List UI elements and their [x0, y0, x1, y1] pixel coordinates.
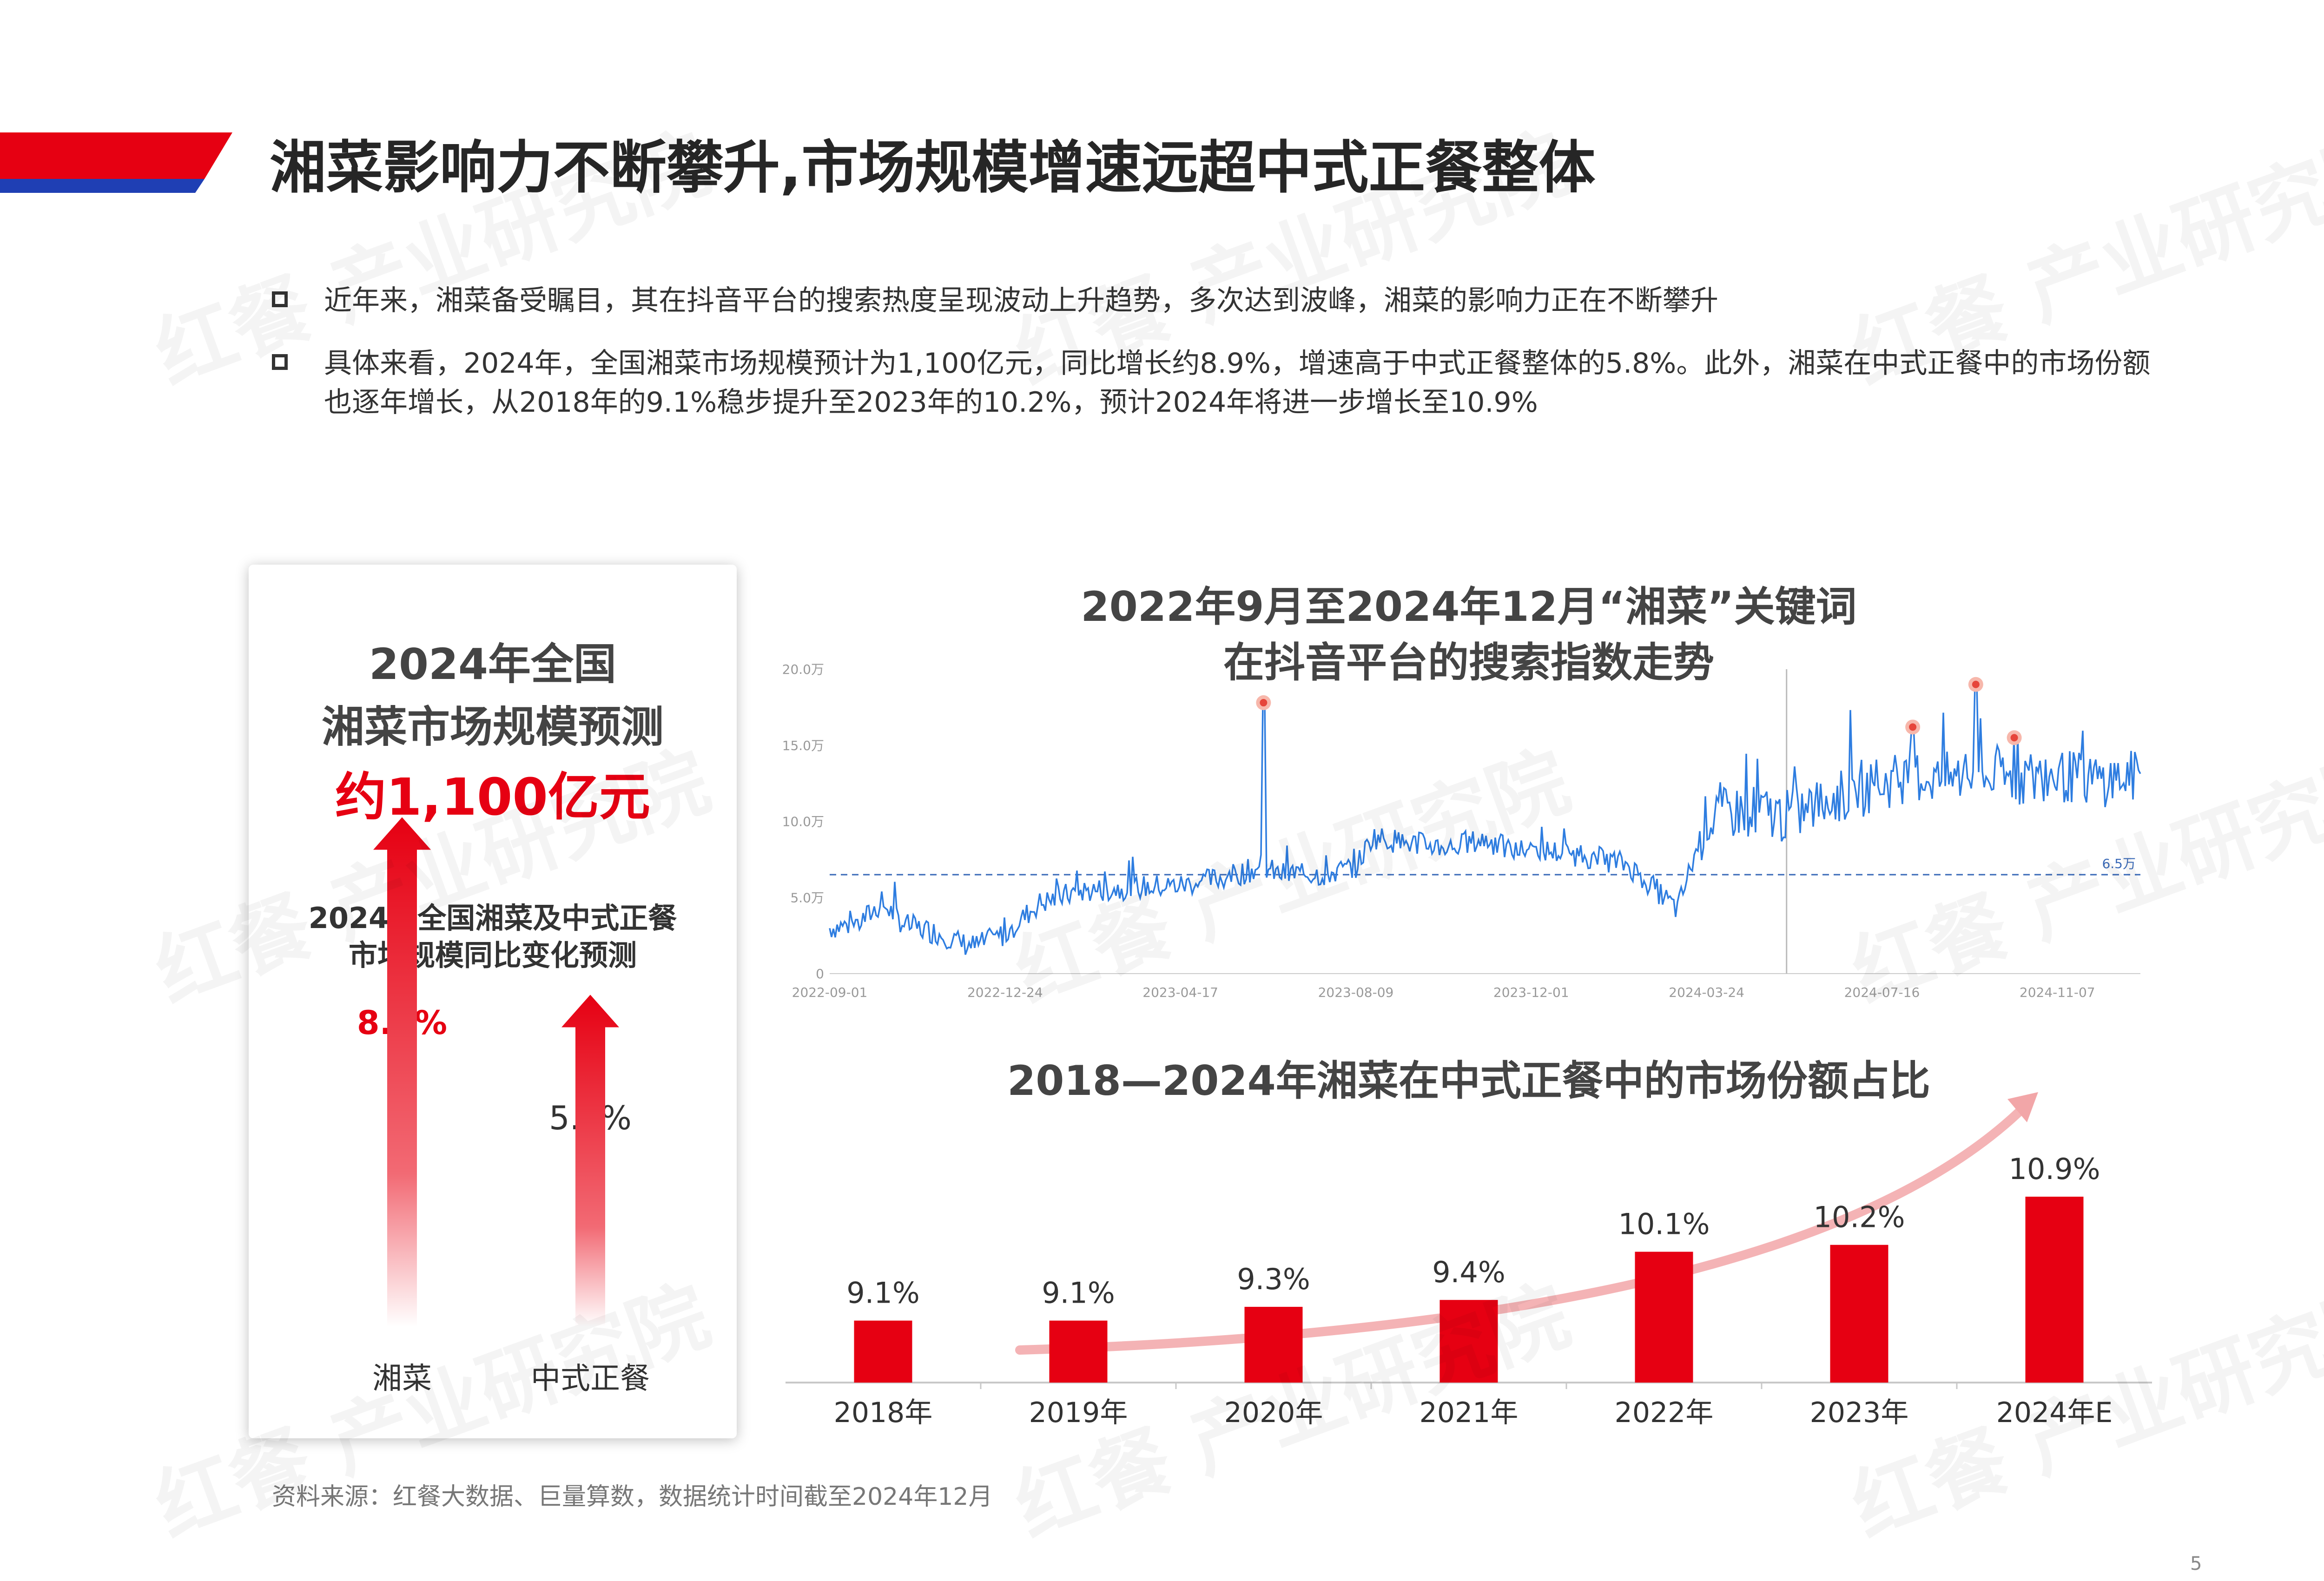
share-bar-category-label: 2018年 — [834, 1397, 933, 1429]
share-bar — [854, 1320, 912, 1383]
x-tick-label: 2024-03-24 — [1669, 985, 1744, 1000]
page-title: 湘菜影响力不断攀升,市场规模增速远超中式正餐整体 — [270, 135, 1596, 201]
share-bar-category-label: 2019年 — [1029, 1397, 1128, 1429]
share-bar — [2025, 1197, 2084, 1383]
share-bar-value-label: 9.4% — [1432, 1255, 1505, 1289]
share-bar-value-label: 10.1% — [1618, 1207, 1710, 1241]
square-bullet-icon — [272, 291, 288, 307]
y-tick-label: 15.0万 — [782, 738, 824, 753]
x-tick-label: 2022-12-24 — [967, 985, 1043, 1000]
xiangcai-arrow-label: 湘菜 — [372, 1362, 432, 1396]
bullet-text-1: 近年来，湘菜备受瞩目，其在抖音平台的搜索热度呈现波动上升趋势，多次达到波峰，湘菜… — [324, 284, 1718, 317]
peak-marker — [1260, 699, 1268, 707]
share-bar — [1244, 1307, 1303, 1383]
x-tick-label: 2024-07-16 — [1844, 985, 1920, 1000]
y-tick-label: 20.0万 — [782, 662, 824, 677]
y-tick-label: 0 — [816, 966, 824, 982]
square-bullet-icon — [272, 354, 288, 370]
y-tick-label: 5.0万 — [790, 890, 824, 905]
search-index-series — [829, 684, 2141, 955]
xiangcai-growth-arrow — [373, 817, 431, 1327]
share-bar-value-label: 10.2% — [1814, 1200, 1905, 1234]
market-share-bar-chart: 9.1% 2018年 9.1% 2019年 9.3% 2020年 9.4% 2021年 10.1… — [786, 1092, 2152, 1429]
chinese-dining-growth-arrow — [561, 995, 619, 1327]
share-chart-title: 2018—2024年湘菜在中式正餐中的市场份额占比 — [1007, 1057, 1930, 1105]
x-tick-label: 2022-09-01 — [792, 985, 868, 1000]
search-index-line-chart: 0 5.0万 10.0万 15.0万 20.0万 2022-09-01 2022-12-24… — [782, 662, 2141, 1000]
header-stripe — [0, 132, 232, 193]
card-title-line2: 湘菜市场规模预测 — [321, 702, 664, 752]
growth-arrows — [373, 817, 619, 1327]
peak-marker — [1972, 680, 1980, 688]
x-tick-label: 2023-12-01 — [1493, 985, 1569, 1000]
share-bar-category-label: 2023年 — [1810, 1397, 1909, 1429]
card-title-line1: 2024年全国 — [369, 639, 617, 689]
page-number: 5 — [2190, 1553, 2202, 1574]
peak-marker — [1909, 723, 1917, 731]
share-bar — [1049, 1320, 1108, 1383]
market-size-card: 2024年全国 湘菜市场规模预测 约1,100亿元 2024年全国湘菜及中式正餐… — [249, 565, 737, 1438]
share-bar-category-label: 2024年E — [1996, 1397, 2113, 1429]
share-bar-value-label: 9.3% — [1237, 1262, 1310, 1296]
trend-chart-title-line2: 在抖音平台的搜索指数走势 — [1223, 639, 1714, 686]
share-bar-value-label: 9.1% — [846, 1276, 920, 1310]
share-bar-value-label: 10.9% — [2009, 1152, 2100, 1186]
card-subtitle-line1: 2024年全国湘菜及中式正餐 — [308, 901, 677, 935]
bullet-item-2: 具体来看，2024年，全国湘菜市场规模预计为1,100亿元，同比增长约8.9%，… — [272, 344, 2154, 422]
share-bar — [1439, 1300, 1498, 1383]
growth-trend-arrowhead — [2007, 1092, 2038, 1122]
share-bar-category-label: 2020年 — [1224, 1397, 1323, 1429]
peak-marker — [2010, 734, 2018, 742]
x-tick-label: 2024-11-07 — [2020, 985, 2095, 1000]
share-bar-category-label: 2021年 — [1419, 1397, 1519, 1429]
card-market-value: 约1,100亿元 — [335, 767, 650, 827]
share-bar-value-label: 9.1% — [1042, 1276, 1115, 1310]
chinese-dining-arrow-label: 中式正餐 — [531, 1362, 650, 1396]
trend-chart-title-line1: 2022年9月至2024年12月“湘菜”关键词 — [1081, 583, 1857, 631]
share-bar-category-label: 2022年 — [1615, 1397, 1714, 1429]
share-bar — [1830, 1245, 1888, 1383]
data-source-note: 资料来源：红餐大数据、巨量算数，数据统计时间截至2024年12月 — [272, 1483, 993, 1511]
share-bar — [1635, 1252, 1693, 1383]
x-tick-label: 2023-04-17 — [1142, 985, 1218, 1000]
bullet-text-2: 具体来看，2024年，全国湘菜市场规模预计为1,100亿元，同比增长约8.9%，… — [324, 347, 2151, 419]
y-tick-label: 10.0万 — [782, 814, 824, 830]
reference-line-label: 6.5万 — [2102, 856, 2136, 871]
bullet-item-1: 近年来，湘菜备受瞩目，其在抖音平台的搜索热度呈现波动上升趋势，多次达到波峰，湘菜… — [272, 281, 2154, 320]
x-tick-label: 2023-08-09 — [1318, 985, 1394, 1000]
